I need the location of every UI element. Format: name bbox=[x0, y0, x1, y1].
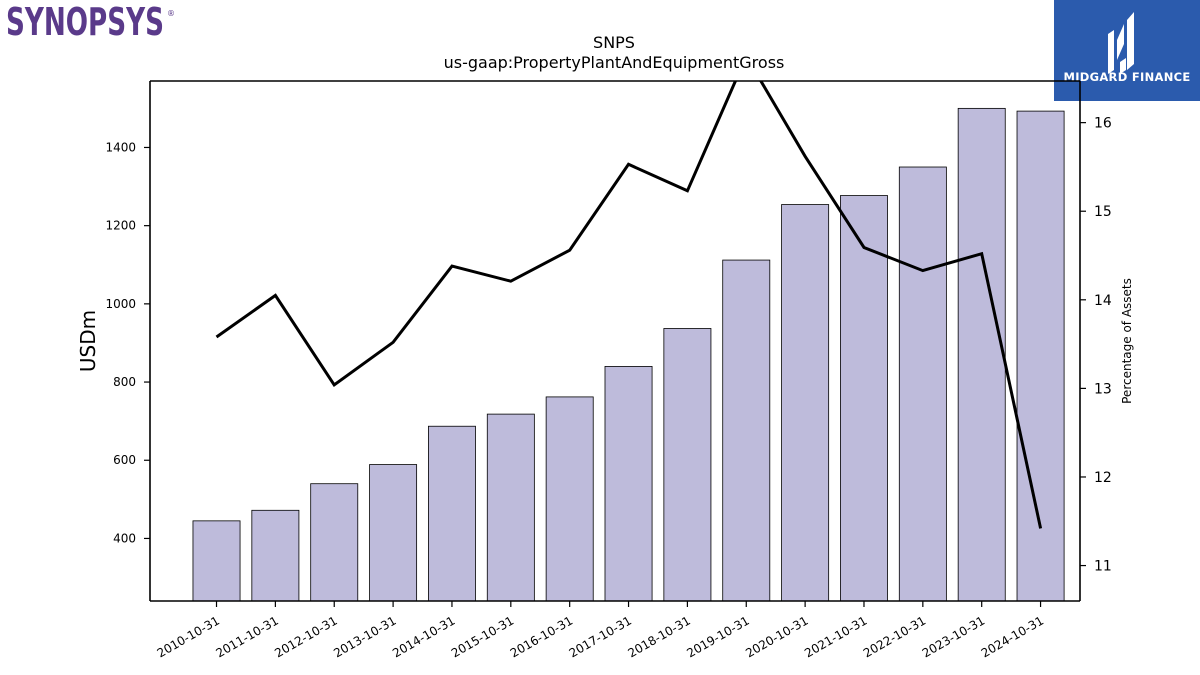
y2-axis-label: Percentage of Assets bbox=[1120, 278, 1134, 404]
x-tick-label-2020-10-31: 2020-10-31 bbox=[743, 613, 810, 660]
y-tick-label-1200: 1200 bbox=[105, 219, 136, 233]
y-tick-label-1000: 1000 bbox=[105, 297, 136, 311]
y2-tick-label-14: 14 bbox=[1094, 293, 1112, 309]
chart-title: SNPS bbox=[593, 33, 635, 52]
x-tick-label-2024-10-31: 2024-10-31 bbox=[979, 613, 1046, 660]
x-tick-label-2015-10-31: 2015-10-31 bbox=[449, 613, 516, 660]
x-tick-label-2022-10-31: 2022-10-31 bbox=[861, 613, 928, 660]
x-tick-label-2016-10-31: 2016-10-31 bbox=[508, 613, 575, 660]
bar-2011-10-31 bbox=[251, 509, 300, 602]
y2-tick-label-11: 11 bbox=[1094, 559, 1112, 575]
bar-2024-10-31 bbox=[1016, 110, 1065, 602]
y-tick-label-600: 600 bbox=[113, 453, 136, 467]
x-tick-label-2011-10-31: 2011-10-31 bbox=[213, 613, 280, 660]
bar-2014-10-31 bbox=[428, 425, 476, 602]
bar-2022-10-31 bbox=[898, 166, 947, 602]
y-tick-label-800: 800 bbox=[113, 375, 136, 389]
y-tick-label-400: 400 bbox=[113, 531, 136, 545]
bar-2012-10-31 bbox=[310, 483, 359, 602]
x-tick-label-2018-10-31: 2018-10-31 bbox=[625, 613, 692, 660]
bar-2023-10-31 bbox=[957, 107, 1006, 602]
y2-tick-label-15: 15 bbox=[1094, 204, 1112, 220]
bar-2019-10-31 bbox=[722, 259, 771, 602]
bar-2021-10-31 bbox=[840, 195, 888, 602]
bar-2016-10-31 bbox=[545, 396, 594, 602]
synopsys-logo: SYNOPSYS ® bbox=[4, 0, 176, 46]
x-tick-label-2014-10-31: 2014-10-31 bbox=[390, 613, 457, 660]
chart-subtitle: us-gaap:PropertyPlantAndEquipmentGross bbox=[444, 53, 785, 72]
x-tick-label-2013-10-31: 2013-10-31 bbox=[331, 613, 398, 660]
x-tick-label-2017-10-31: 2017-10-31 bbox=[567, 613, 634, 660]
y-tick-label-1400: 1400 bbox=[105, 140, 136, 154]
y2-tick-label-13: 13 bbox=[1094, 381, 1112, 397]
x-tick-label-2019-10-31: 2019-10-31 bbox=[684, 613, 751, 660]
x-tick-label-2021-10-31: 2021-10-31 bbox=[802, 613, 869, 660]
bar-2017-10-31 bbox=[604, 366, 653, 602]
bar-2015-10-31 bbox=[486, 413, 535, 602]
plot-area: 400 600 800 1000 1200 1400 11 12 13 14 15 16 2010-10… bbox=[105, 80, 1112, 660]
x-tick-label-2010-10-31: 2010-10-31 bbox=[155, 613, 222, 660]
y2-tick-label-16: 16 bbox=[1094, 116, 1112, 132]
y2-tick-label-12: 12 bbox=[1094, 470, 1112, 486]
x-tick-label-2012-10-31: 2012-10-31 bbox=[272, 613, 339, 660]
bar-2013-10-31 bbox=[369, 464, 418, 602]
midgard-finance-logo: MIDGARD FINANCE bbox=[1054, 0, 1200, 101]
midgard-logo-text: MIDGARD FINANCE bbox=[1063, 70, 1191, 84]
svg-text:®: ® bbox=[167, 9, 175, 18]
bar-2010-10-31 bbox=[192, 520, 241, 602]
midgard-emblem-icon bbox=[1108, 12, 1134, 74]
x-tick-label-2023-10-31: 2023-10-31 bbox=[920, 613, 987, 660]
percentage-of-assets-line bbox=[215, 81, 1043, 529]
synopsys-logo-text: SYNOPSYS bbox=[6, 2, 164, 44]
y-axis-label: USDm bbox=[76, 310, 100, 372]
bar-2018-10-31 bbox=[663, 328, 712, 602]
bar-2020-10-31 bbox=[781, 204, 830, 602]
